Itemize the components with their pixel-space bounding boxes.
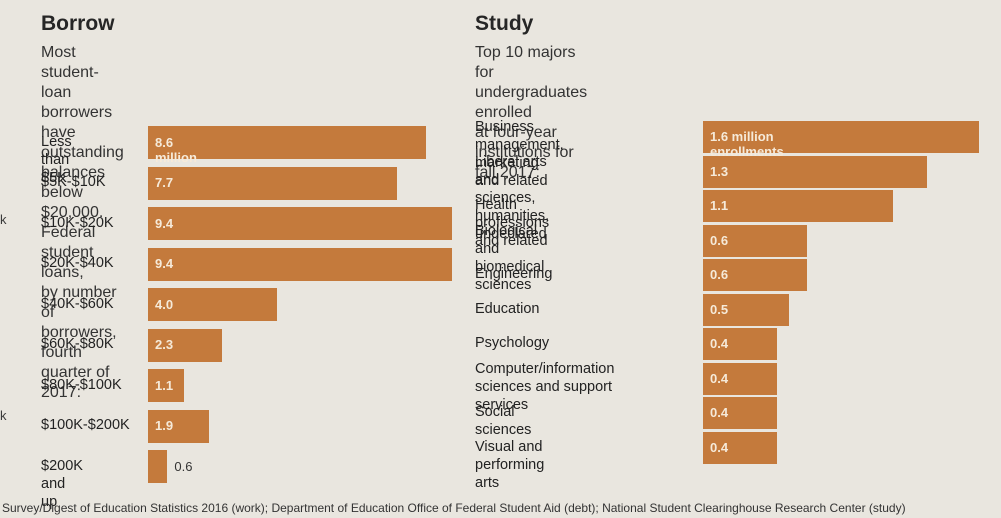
category-label: Computer/information sciences and suppor… bbox=[475, 360, 615, 413]
bar bbox=[703, 155, 928, 188]
bar bbox=[148, 328, 223, 362]
value-label: 9.4 bbox=[155, 215, 174, 231]
value-label: 0.6 bbox=[174, 458, 193, 474]
bar bbox=[703, 259, 807, 291]
category-label: $10K-$20K bbox=[41, 214, 114, 231]
bar bbox=[703, 190, 893, 222]
category-label: $20K-$40K bbox=[41, 255, 114, 271]
value-label: 1.1 bbox=[155, 377, 174, 393]
value-label: 9.4 bbox=[155, 256, 174, 271]
value-label: 0.4 bbox=[710, 405, 729, 420]
value-label: 7.7 bbox=[155, 175, 174, 190]
edge-mark: k bbox=[0, 408, 7, 423]
category-label: Less than $5K bbox=[41, 133, 72, 186]
source-note: Survey/Digest of Education Statistics 20… bbox=[2, 501, 906, 515]
category-label: Health professions and related bbox=[475, 197, 550, 249]
value-label: 1.1 bbox=[710, 198, 729, 213]
value-label: 0.6 bbox=[710, 267, 729, 282]
borrow-subtitle: Most student-loan borrowers have outstan… bbox=[41, 44, 124, 401]
value-label: 0.6 bbox=[710, 232, 729, 248]
value-label: 8.6 million bbox=[155, 134, 197, 165]
bar bbox=[148, 288, 278, 321]
bar bbox=[148, 247, 452, 281]
value-label: 1.9 bbox=[155, 418, 174, 433]
bar bbox=[703, 431, 777, 464]
value-label: 4.0 bbox=[155, 296, 174, 312]
bar bbox=[148, 207, 452, 240]
category-label: $200K and up bbox=[41, 457, 83, 510]
value-label: 0.4 bbox=[710, 439, 729, 455]
bar bbox=[148, 369, 184, 402]
bar bbox=[148, 166, 398, 200]
edge-mark: k bbox=[0, 212, 7, 227]
bar bbox=[703, 328, 777, 360]
category-label: Biological and biomedical sciences bbox=[475, 222, 545, 293]
category-label: $60K-$80K bbox=[41, 336, 114, 352]
borrow-title: Borrow bbox=[41, 12, 115, 35]
value-label: 1.6 million enrollments bbox=[710, 129, 784, 159]
bar bbox=[703, 121, 979, 153]
category-label: Social sciences bbox=[475, 404, 532, 438]
bar bbox=[703, 293, 790, 326]
bar bbox=[148, 126, 427, 159]
category-label: $40K-$60K bbox=[41, 295, 114, 312]
value-label: 2.3 bbox=[155, 337, 174, 352]
category-label: $5K-$10K bbox=[41, 174, 106, 190]
bar bbox=[148, 409, 210, 443]
study-subtitle: Top 10 majors for undergraduates enrolle… bbox=[475, 44, 588, 181]
category-label: Education bbox=[475, 300, 540, 317]
value-label: 1.3 bbox=[710, 163, 729, 179]
study-title: Study bbox=[475, 12, 534, 35]
bar bbox=[703, 224, 807, 257]
bar bbox=[703, 362, 777, 395]
bar bbox=[703, 397, 777, 429]
category-label: $100K-$200K bbox=[41, 417, 130, 433]
category-label: Psychology bbox=[475, 335, 550, 351]
value-label: 0.4 bbox=[710, 370, 729, 386]
category-label: Engineering bbox=[475, 266, 553, 282]
value-label: 0.5 bbox=[710, 301, 729, 317]
category-label: $80K-$100K bbox=[41, 376, 122, 393]
category-label: Business management, marketing and relat… bbox=[475, 119, 564, 189]
bar bbox=[148, 450, 168, 483]
category-label: Visual and performing arts bbox=[475, 438, 545, 491]
value-label: 0.4 bbox=[710, 336, 729, 351]
category-label: Liberal arts and sciences, humanities, u… bbox=[475, 153, 550, 242]
